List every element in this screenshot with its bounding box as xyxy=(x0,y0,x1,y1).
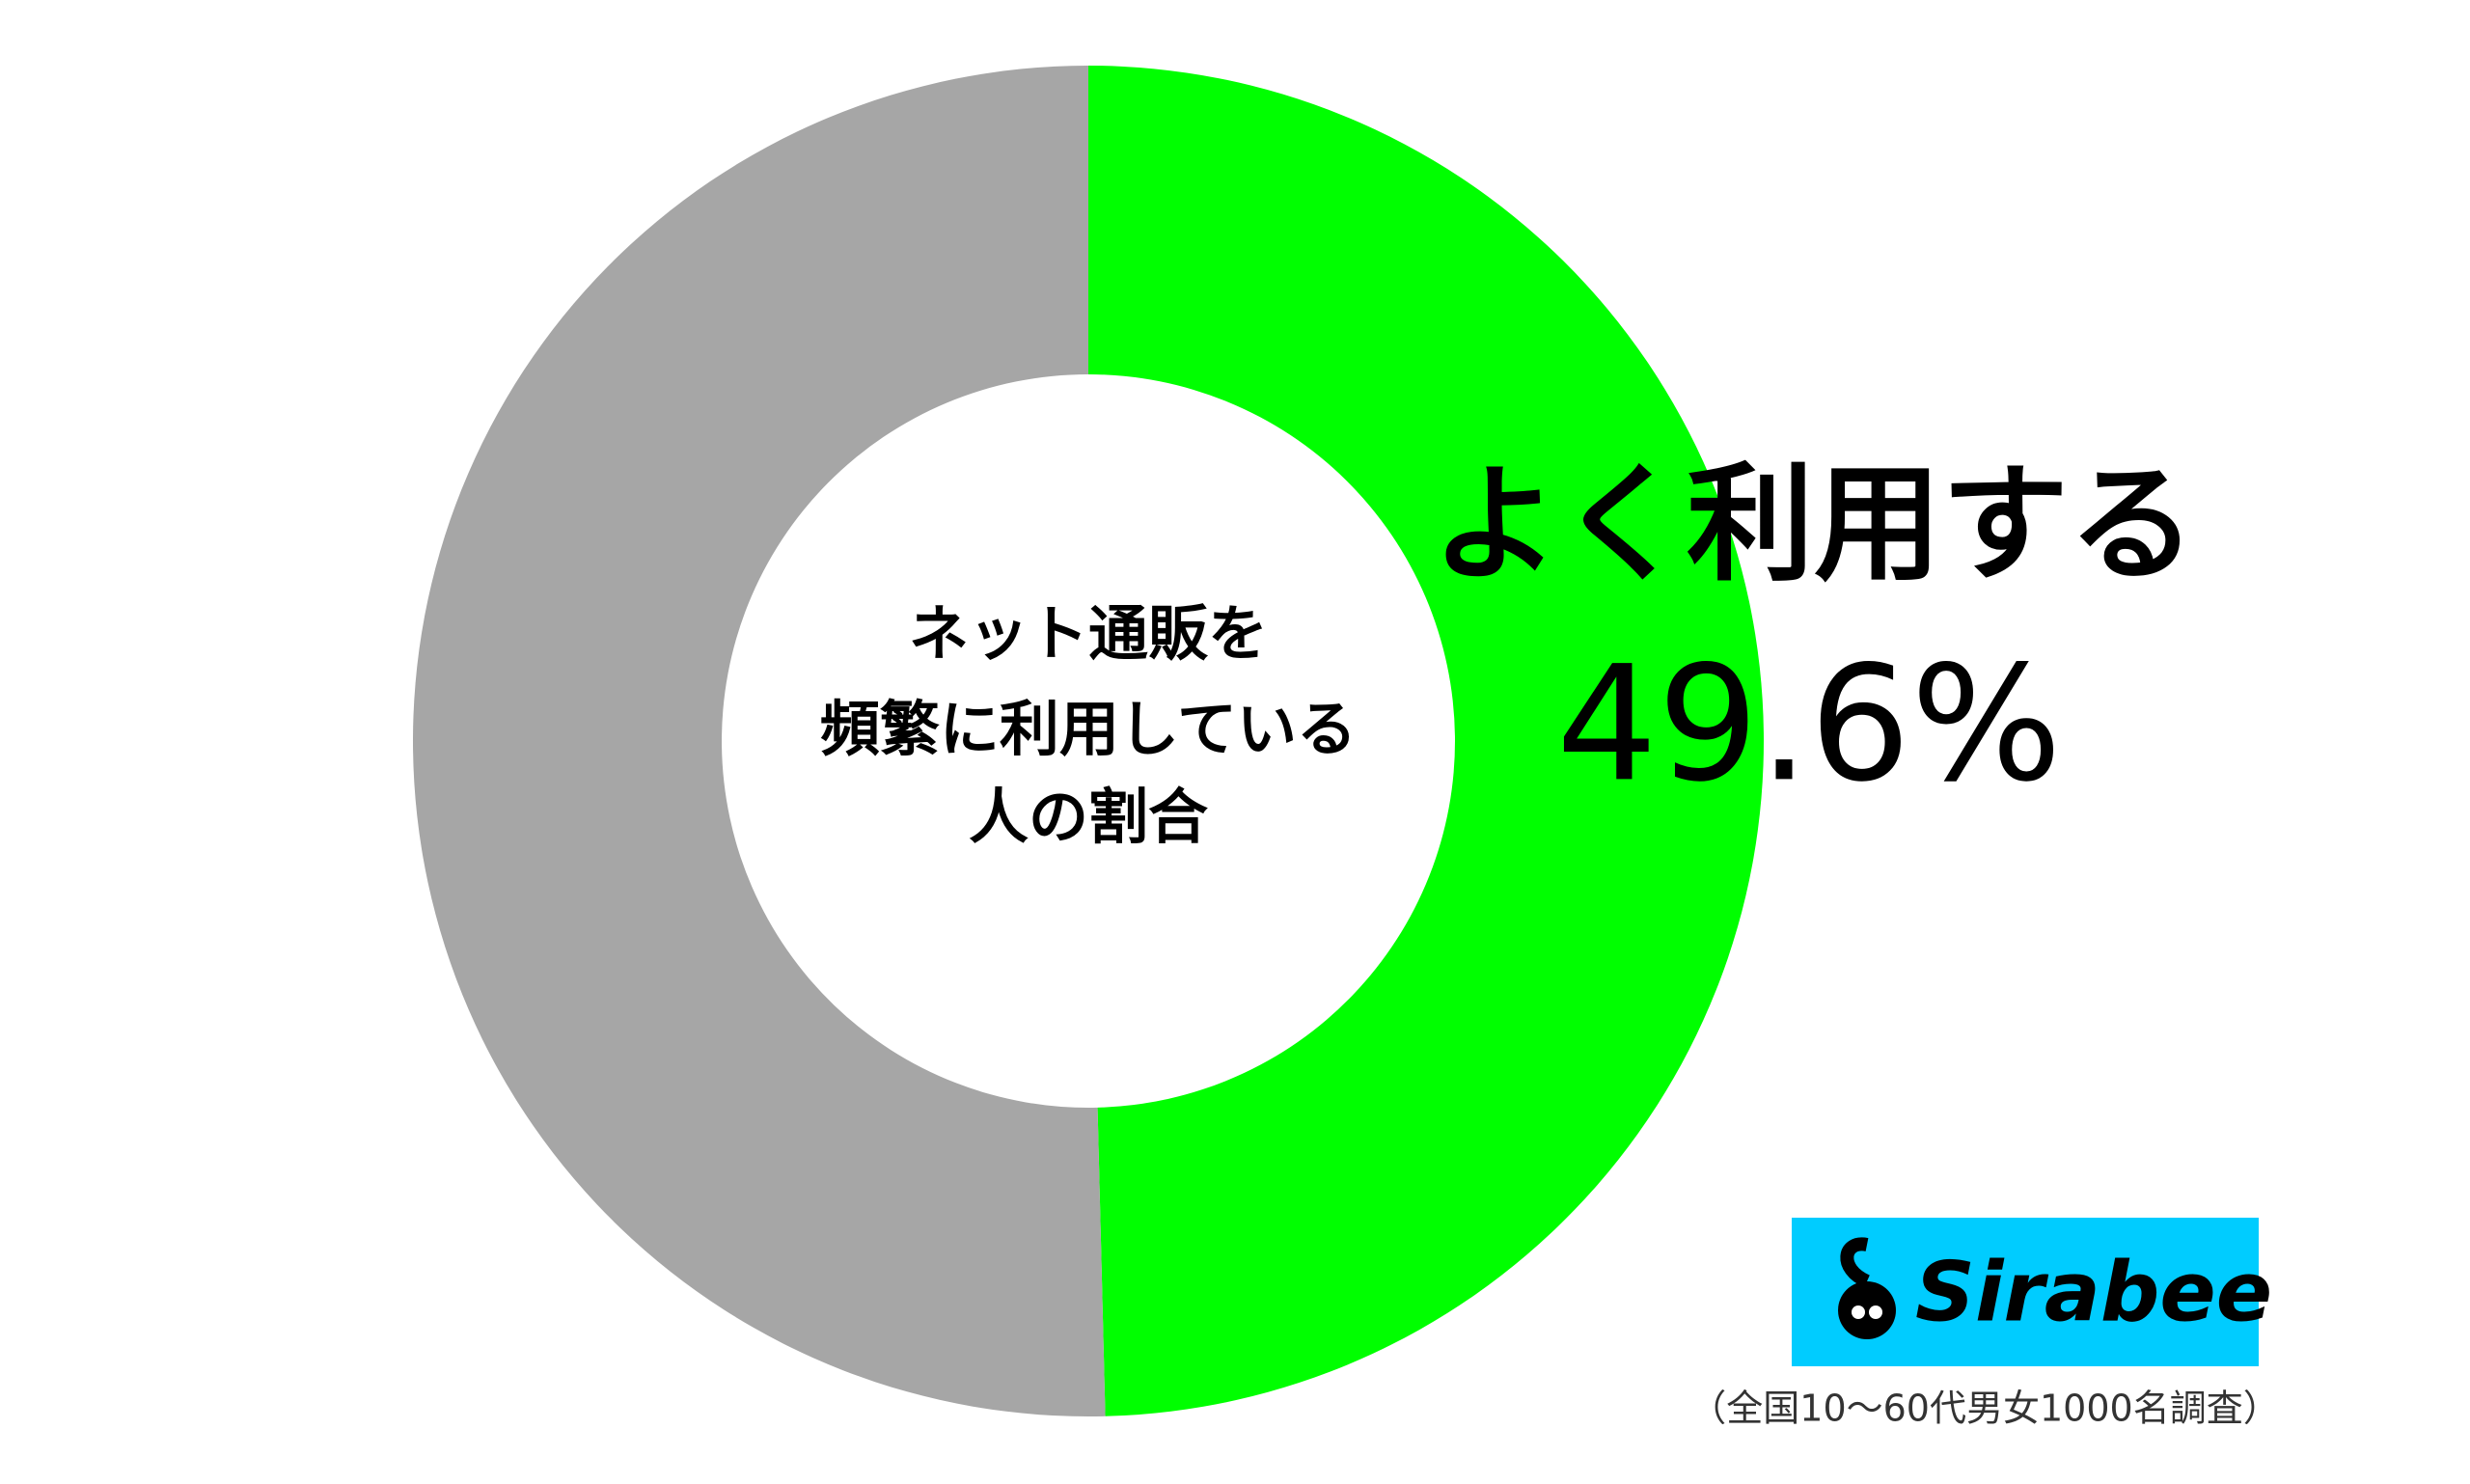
center-title: 頻繁に利用している xyxy=(820,694,1357,764)
donut-slice xyxy=(1088,66,1764,1416)
footnote: （全国10～60代男女1000名調査） xyxy=(1689,1388,2279,1430)
logo-icon xyxy=(1838,1237,1896,1339)
center-title: 人の割合 xyxy=(969,782,1208,852)
slice-label: よく利用する xyxy=(1432,451,2196,599)
donut xyxy=(412,66,1764,1416)
donut-slice xyxy=(412,66,1106,1416)
value-label: 49.6% xyxy=(1556,631,2062,816)
center-title: ネット通販を xyxy=(909,598,1268,669)
logo-text: Sirabee xyxy=(1915,1244,2272,1340)
